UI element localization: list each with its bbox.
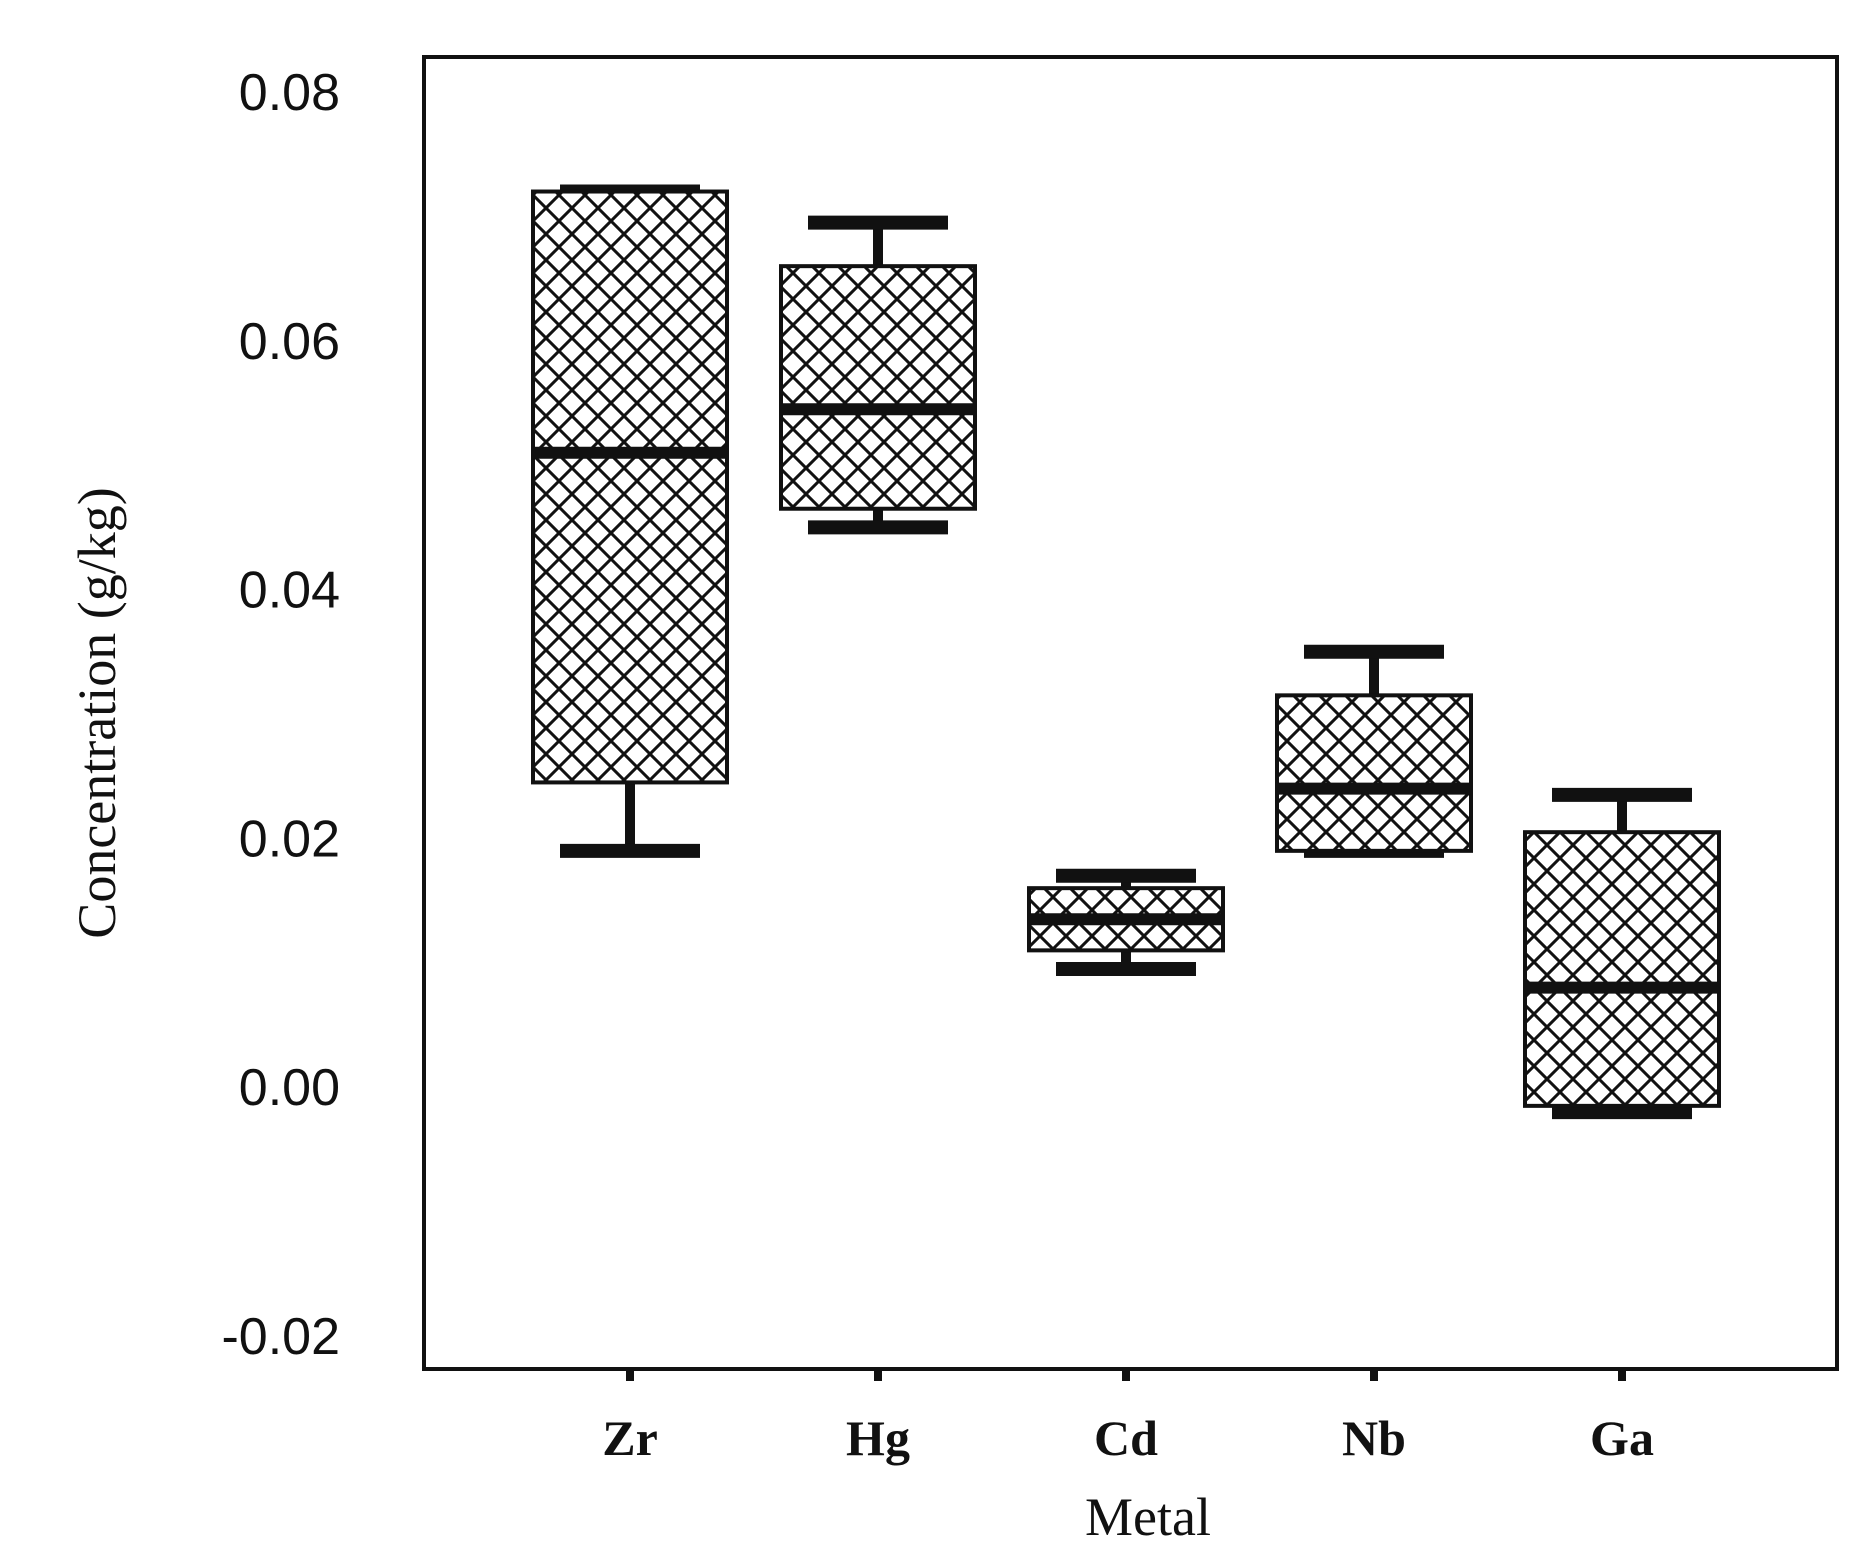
interquartile-box: [1523, 830, 1721, 1108]
box-hg: [779, 215, 977, 535]
x-tick-label: Ga: [1590, 1410, 1654, 1466]
x-tick-label: Nb: [1342, 1410, 1406, 1466]
box-cd: [1027, 868, 1225, 977]
y-tick-label: -0.02: [221, 1308, 340, 1366]
y-axis-ticks: -0.02 0.00 0.02 0.04 0.06 0.08: [221, 64, 340, 1366]
box-ga: [1523, 787, 1721, 1120]
y-tick-label: 0.02: [239, 810, 340, 868]
x-tick-label: Hg: [846, 1410, 910, 1466]
y-tick-label: 0.06: [239, 313, 340, 371]
plot-frame: [422, 55, 1839, 1371]
y-tick-label: 0.04: [239, 562, 340, 620]
x-axis-title: Metal: [1085, 1487, 1211, 1547]
interquartile-box: [1275, 693, 1473, 853]
box-nb: [1275, 644, 1473, 858]
box-series: [531, 184, 1721, 1120]
box-zr: [531, 184, 729, 858]
y-tick-label: 0.08: [239, 64, 340, 122]
interquartile-box: [779, 264, 977, 511]
x-tick-label: Cd: [1094, 1410, 1158, 1466]
x-axis-ticks: Zr Hg Cd Nb Ga: [602, 1369, 1654, 1466]
interquartile-box: [531, 189, 729, 785]
y-axis-title: Concentration (g/kg): [67, 487, 127, 938]
y-tick-label: 0.00: [239, 1059, 340, 1117]
x-tick-label: Zr: [602, 1410, 658, 1466]
